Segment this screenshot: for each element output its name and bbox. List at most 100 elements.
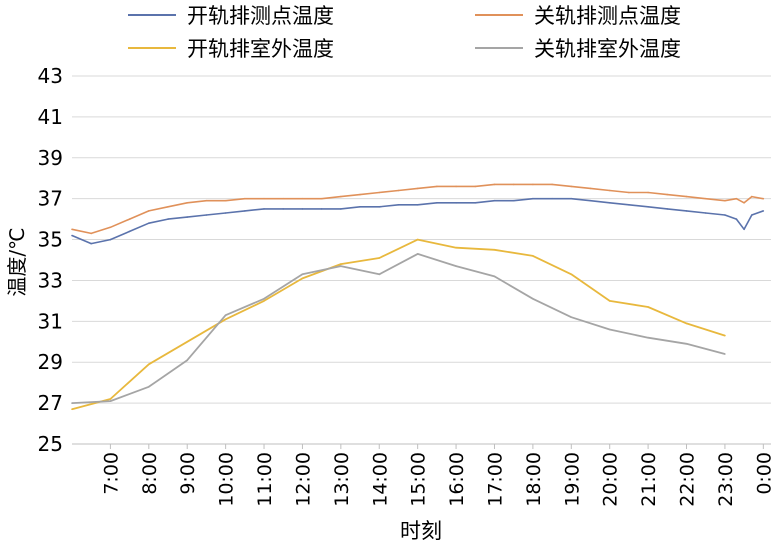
series-0-point-32	[685, 210, 688, 212]
series-2-point-13	[570, 273, 573, 276]
series-0-point-9	[244, 210, 246, 212]
y-tick-label-29: 29	[38, 350, 63, 374]
x-tick-label-3: 10:00	[216, 452, 238, 507]
x-tick-label-11: 18:00	[523, 452, 545, 507]
series-1-point-34	[724, 199, 726, 202]
series-1-point-11	[282, 197, 285, 200]
series-0-point-29	[628, 204, 630, 206]
series-0-point-38	[762, 210, 765, 212]
series-1-point-3	[128, 218, 131, 220]
series-2-point-8	[378, 257, 381, 259]
series-2-point-3	[186, 341, 188, 343]
series-0-point-13	[320, 208, 323, 210]
series-0-point-3	[128, 230, 131, 233]
series-0-point-25	[551, 197, 553, 200]
series-1-point-4	[148, 210, 150, 212]
series-0-point-37	[751, 214, 753, 216]
series-1-point-20	[455, 185, 457, 188]
series-3-point-14	[608, 328, 611, 331]
series-1-point-7	[205, 199, 208, 202]
series-2-point-7	[340, 263, 342, 265]
series-1-point-36	[743, 202, 745, 204]
series-0-point-34	[724, 214, 726, 216]
series-0-point-33	[704, 212, 707, 214]
series-1-point-19	[436, 185, 438, 188]
x-tick-label-17: 0:00	[753, 452, 775, 495]
x-tick-label-9: 16:00	[446, 452, 468, 507]
x-tick-label-8: 15:00	[408, 452, 430, 507]
series-0-point-7	[205, 214, 208, 216]
series-1-point-31	[666, 193, 669, 196]
series-0-point-26	[570, 197, 573, 200]
series-1-point-29	[628, 191, 630, 194]
series-0-point-30	[647, 206, 649, 208]
x-tick-label-1: 8:00	[139, 452, 161, 495]
series-0-point-23	[512, 199, 515, 202]
series-0-point-2	[109, 238, 112, 241]
series-1-point-33	[704, 197, 707, 200]
series-1-point-18	[416, 187, 419, 190]
legend: 开轨排测点温度 关轨排测点温度 开轨排室外温度 关轨排室外温度	[128, 4, 681, 61]
series-3-point-15	[647, 336, 649, 339]
series-0-point-24	[532, 197, 534, 200]
series-1-point-24	[532, 183, 534, 186]
series-0-point-36	[743, 228, 745, 231]
series-2-point-16	[685, 322, 688, 325]
series-2-point-11	[493, 249, 496, 251]
series-1-point-13	[320, 197, 323, 200]
series-0-point-22	[493, 199, 496, 202]
series-1-point-23	[512, 183, 515, 186]
series-3-point-10	[455, 265, 457, 267]
series-line-3	[71, 252, 726, 404]
series-0-point-12	[301, 208, 304, 210]
series-1-point-30	[647, 191, 649, 194]
series-2-point-6	[301, 277, 304, 280]
series-3-point-16	[685, 343, 688, 345]
series-3-point-1	[109, 400, 112, 402]
legend-label-0: 开轨排测点温度	[187, 4, 334, 28]
series-1-point-8	[224, 199, 227, 202]
series-0-point-19	[436, 202, 438, 204]
series-2-point-5	[263, 300, 265, 302]
series-1-point-1	[90, 232, 92, 235]
series-1-point-16	[378, 191, 381, 194]
legend-label-3: 关轨排室外温度	[534, 37, 681, 61]
series-1-point-5	[167, 206, 169, 208]
y-tick-label-39: 39	[38, 146, 63, 170]
series-0-point-11	[282, 208, 285, 210]
series-3-point-13	[570, 316, 573, 319]
series-2-point-4	[224, 318, 227, 321]
series-1-point-10	[263, 197, 265, 200]
x-tick-label-7: 14:00	[369, 452, 391, 507]
series-2-point-15	[647, 306, 649, 308]
series-0-point-35	[735, 218, 738, 220]
series-2-point-14	[608, 300, 611, 302]
series-1-point-0	[71, 228, 73, 231]
x-tick-label-2: 9:00	[177, 452, 199, 495]
y-tick-label-27: 27	[38, 391, 63, 415]
series-1-point-38	[762, 197, 765, 200]
y-tick-label-37: 37	[38, 187, 63, 211]
x-tick-label-15: 22:00	[677, 452, 699, 507]
series-1-point-22	[493, 183, 496, 186]
series-1-point-35	[735, 197, 738, 200]
gridlines	[72, 75, 771, 445]
y-tick-label-33: 33	[38, 268, 63, 292]
series-0-point-14	[340, 208, 342, 210]
series-2-point-1	[109, 398, 112, 400]
series-2-point-17	[724, 334, 726, 337]
series-0-point-4	[148, 222, 150, 224]
series-3-point-3	[186, 359, 188, 362]
axes: 25 27 29 31 33 35 37 39 41 43 7:00 8:00 9:00 10:00 11:…	[38, 64, 776, 507]
series-0-point-20	[455, 202, 457, 204]
series-3-point-4	[224, 314, 227, 317]
series-0-point-1	[90, 242, 92, 245]
legend-label-2: 开轨排室外温度	[187, 37, 334, 61]
x-tick-label-16: 23:00	[715, 452, 737, 507]
x-tick-label-13: 20:00	[600, 452, 622, 507]
series-1-point-37	[751, 195, 753, 198]
series-1-point-28	[608, 189, 611, 192]
x-axis-title: 时刻	[400, 519, 442, 543]
